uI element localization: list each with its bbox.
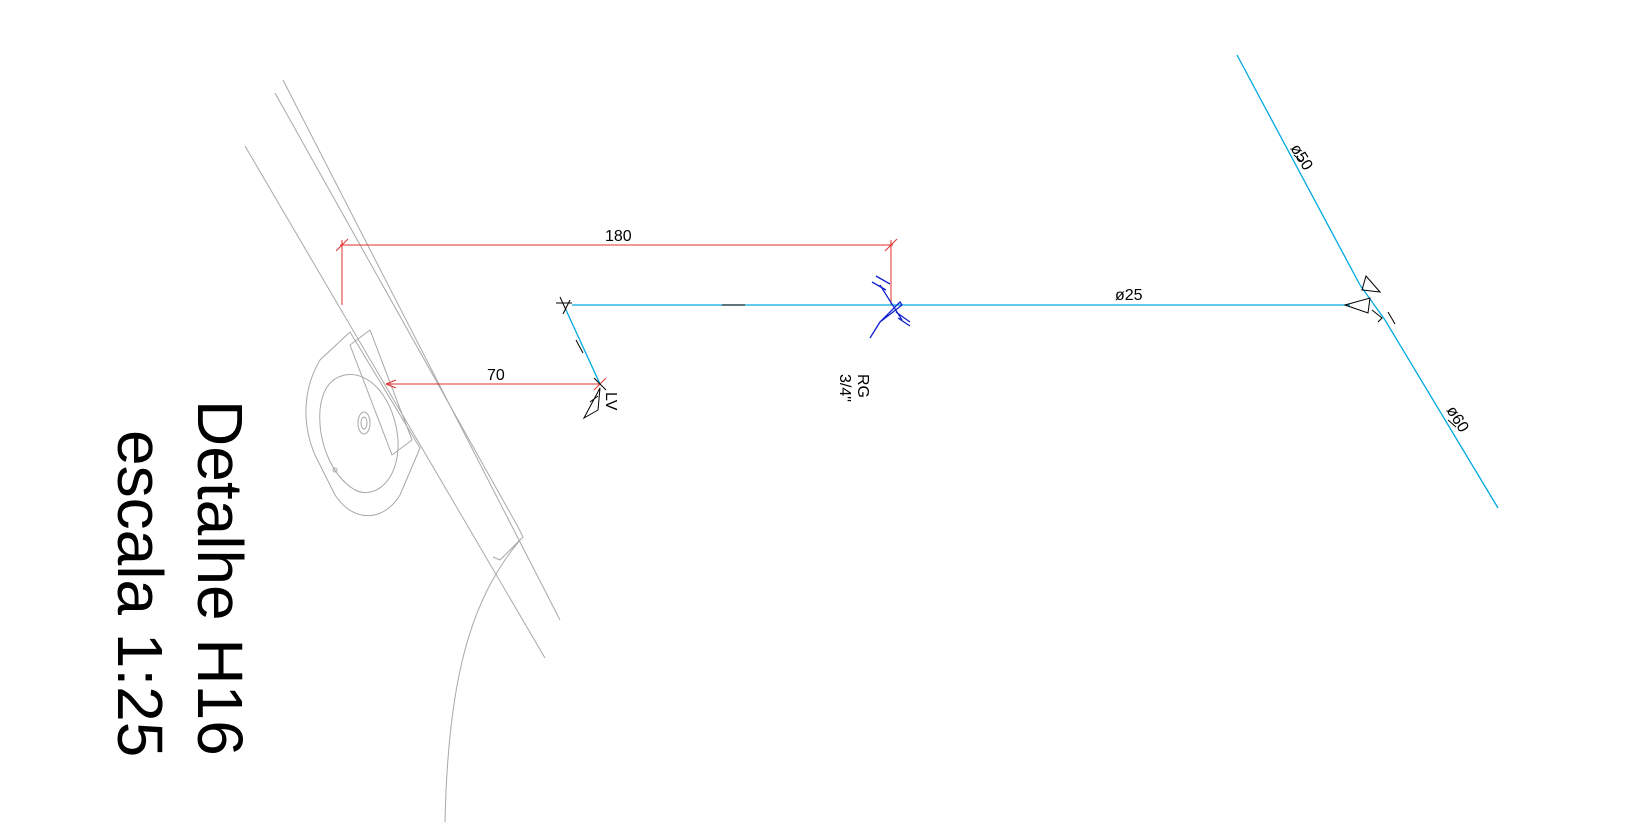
valve-rg (869, 275, 911, 339)
dimension-180-tick-left (335, 238, 349, 252)
washbasin-overflow (332, 467, 338, 473)
pipe-accessories (556, 154, 1457, 428)
dimension-70-arrow (385, 379, 397, 389)
washbasin-drain (357, 411, 371, 435)
pipe-mark-60 (1447, 419, 1457, 428)
washbasin-outline (305, 331, 421, 517)
wall-edge-detail (492, 526, 524, 561)
wall-and-fixture-background (244, 79, 561, 823)
dimension-180-tick-right (884, 238, 898, 252)
wall-line-outer (282, 79, 561, 621)
washbasin-tap-block (349, 329, 413, 456)
junction-arrow-left (1343, 297, 1371, 314)
lv-outlet-arrow (582, 387, 601, 420)
pipe-end-cap-left (556, 296, 572, 315)
valve-label-rg: RG (854, 374, 871, 398)
washbasin-drain-inner (360, 416, 368, 430)
lv-tee-symbol (593, 377, 607, 391)
pipe-label-60: ø60 (1443, 403, 1472, 435)
pipe-label-25: ø25 (1115, 287, 1143, 304)
door-swing-arc (444, 539, 521, 823)
drawing-scale: escala 1:25 (104, 430, 176, 757)
pipe-mark-drop (575, 339, 584, 354)
dimension-70-label: 70 (487, 367, 505, 384)
pipe-label-50: ø50 (1287, 141, 1316, 173)
labels: 180 70 ø25 ø50 ø60 LV RG 3/4" Detalhe H1… (104, 141, 1472, 757)
wall-line-inner (274, 92, 519, 528)
washbasin-bowl (319, 373, 399, 493)
pipe-diagonal-60 (1384, 319, 1499, 509)
pipes (565, 54, 1499, 509)
junction-fitting (1371, 309, 1396, 325)
wall-line-back (244, 145, 546, 659)
pipe-drop-to-lv (565, 309, 601, 385)
dimension-lines (335, 238, 898, 391)
valve-body (869, 275, 911, 339)
fixture-label-lv: LV (602, 392, 619, 411)
drawing-title: Detalhe H16 (184, 400, 256, 756)
pipe-diagonal-50 (1236, 54, 1361, 286)
dimension-180-label: 180 (605, 228, 632, 245)
valve-label-size: 3/4" (836, 374, 853, 402)
junction-arrow-upper (1361, 274, 1382, 293)
pipe-mark-50 (1293, 154, 1303, 163)
pipe-junction (1359, 284, 1386, 321)
